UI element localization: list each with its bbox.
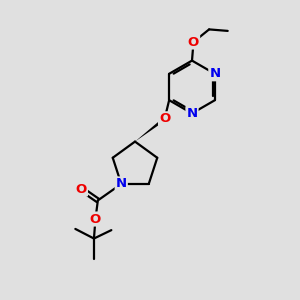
- Text: N: N: [209, 67, 220, 80]
- Text: O: O: [90, 212, 101, 226]
- Text: O: O: [159, 112, 170, 125]
- Text: O: O: [188, 35, 199, 49]
- Text: N: N: [186, 107, 198, 120]
- Text: O: O: [76, 182, 87, 196]
- Polygon shape: [135, 117, 166, 142]
- Text: N: N: [116, 177, 127, 190]
